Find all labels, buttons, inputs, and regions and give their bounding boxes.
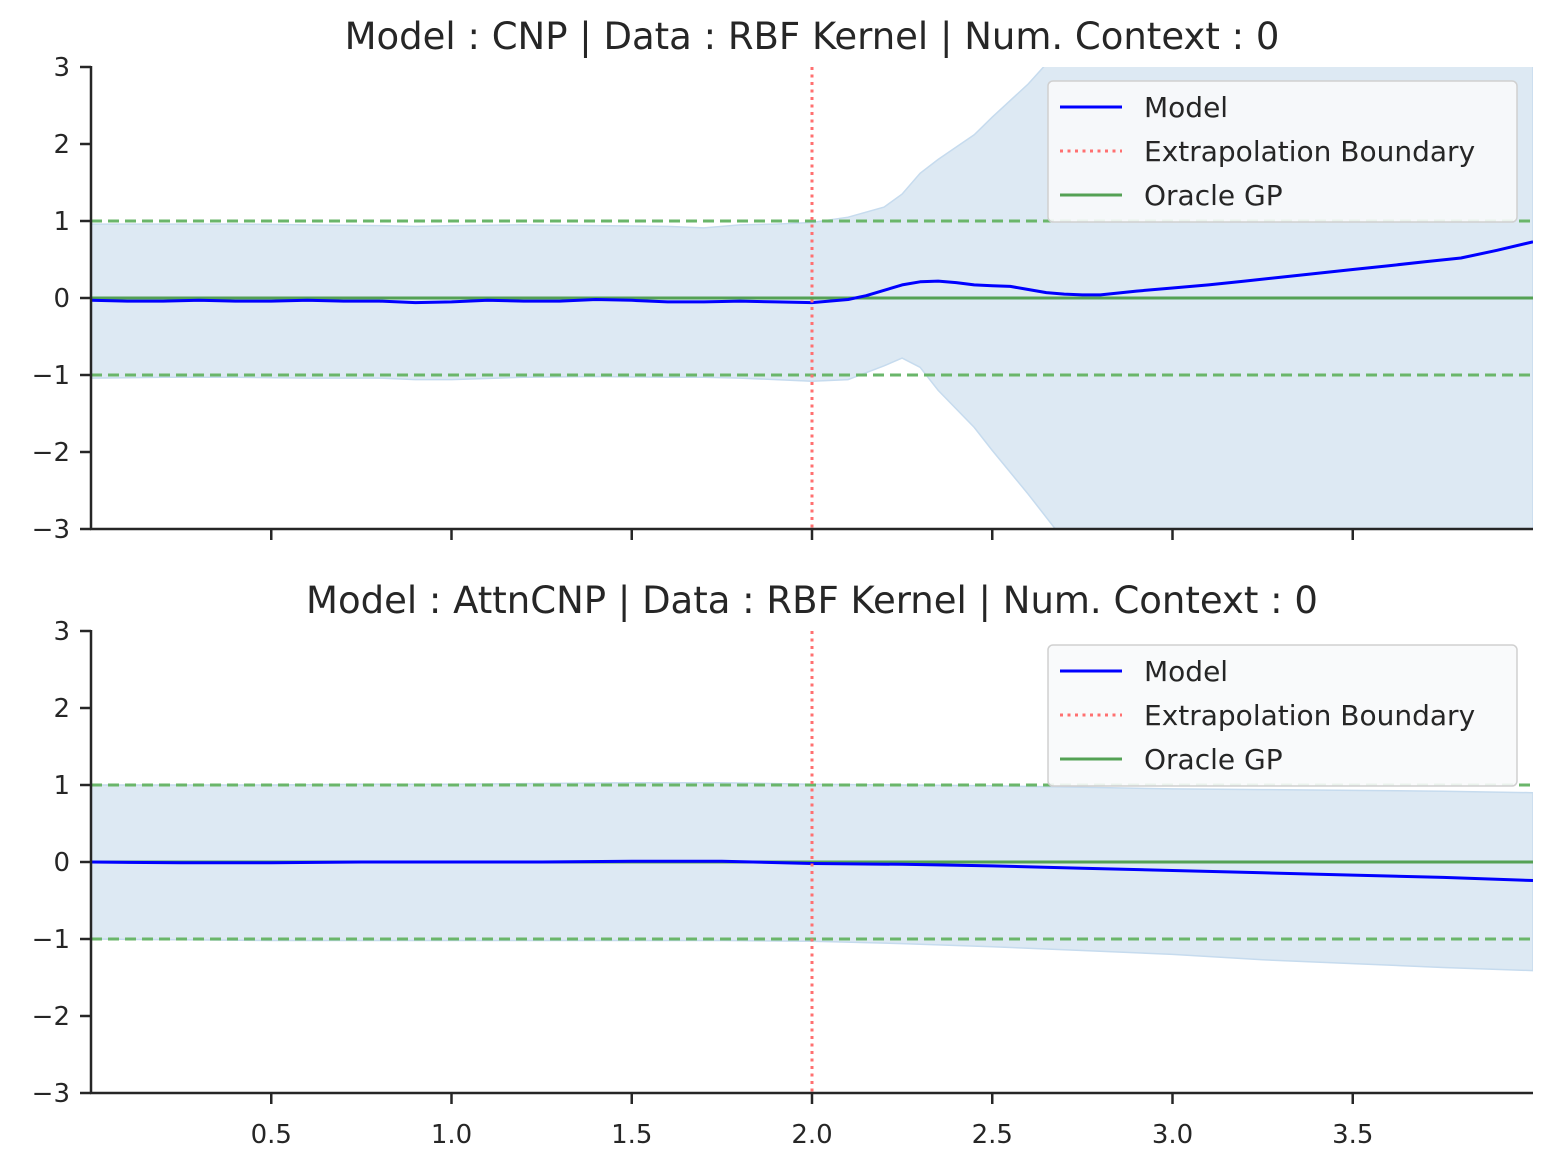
- attncnp-legend: Model Extrapolation Boundary Oracle GP: [1047, 644, 1518, 787]
- cnp-legend: Model Extrapolation Boundary Oracle GP: [1047, 80, 1518, 223]
- attncnp-y-tick-label: 1: [53, 771, 70, 801]
- cnp-y-tick-label: −1: [32, 361, 70, 391]
- attncnp-legend-box: [1047, 644, 1518, 787]
- attncnp-y-tick-label: −3: [32, 1079, 70, 1109]
- attncnp-panel-title: Model : AttnCNP | Data : RBF Kernel | Nu…: [306, 579, 1318, 622]
- attncnp-uncertainty-band: [91, 781, 1533, 972]
- attncnp-x-tick-label: 1.0: [431, 1120, 472, 1150]
- cnp-y-tick-label: 2: [53, 130, 70, 160]
- cnp-model-line: [91, 240, 1533, 305]
- cnp-panel: Model : CNP | Data : RBF Kernel | Num. C…: [32, 15, 1533, 545]
- attncnp-x-tick-label: 1.5: [611, 1120, 652, 1150]
- cnp-y-tick-label: −2: [32, 438, 70, 468]
- attncnp-y-tick-label: 0: [53, 848, 70, 878]
- attncnp-y-tick-label: 3: [53, 617, 70, 647]
- cnp-legend-label: Extrapolation Boundary: [1144, 135, 1475, 168]
- attncnp-y-tick-label: 2: [53, 694, 70, 724]
- cnp-y-tick-label: 1: [53, 207, 70, 237]
- cnp-legend-label: Model: [1144, 91, 1228, 124]
- attncnp-legend-label: Extrapolation Boundary: [1144, 699, 1475, 732]
- cnp-y-tick-label: 0: [53, 284, 70, 314]
- cnp-panel-title: Model : CNP | Data : RBF Kernel | Num. C…: [345, 15, 1280, 58]
- cnp-legend-label: Oracle GP: [1144, 179, 1283, 212]
- cnp-legend-box: [1047, 80, 1518, 223]
- attncnp-x-tick-label: 0.5: [251, 1120, 292, 1150]
- attncnp-y-tick-label: −2: [32, 1002, 70, 1032]
- attncnp-x-tick-label: 2.5: [972, 1120, 1013, 1150]
- attncnp-legend-label: Oracle GP: [1144, 743, 1283, 776]
- attncnp-x-tick-label: 2.0: [791, 1120, 832, 1150]
- attncnp-x-tick-label: 3.5: [1332, 1120, 1373, 1150]
- attncnp-x-tick-label: 3.0: [1152, 1120, 1193, 1150]
- cnp-y-tick-label: 3: [53, 53, 70, 83]
- attncnp-y-tick-label: −1: [32, 925, 70, 955]
- attncnp-legend-label: Model: [1144, 655, 1228, 688]
- cnp-y-tick-label: −3: [32, 515, 70, 545]
- attncnp-panel: Model : AttnCNP | Data : RBF Kernel | Nu…: [32, 579, 1533, 1150]
